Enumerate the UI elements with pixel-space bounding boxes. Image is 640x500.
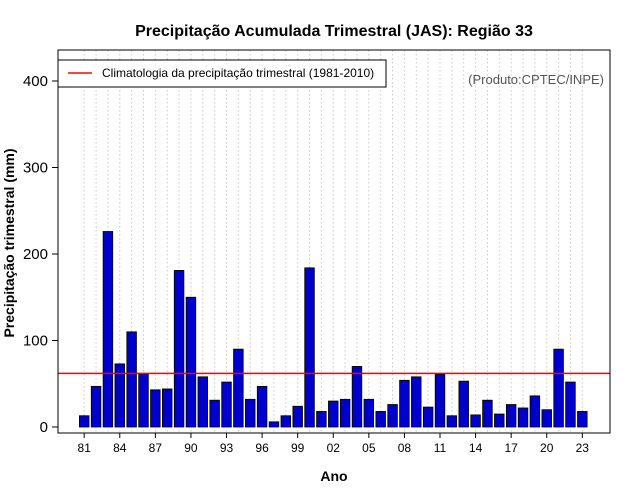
x-axis-label: Ano: [320, 468, 347, 484]
bar-2011: [434, 373, 446, 428]
bar-2017: [505, 404, 517, 428]
bar-1982: [90, 385, 102, 428]
bar-2010: [422, 406, 434, 428]
x-tick-label: 11: [434, 441, 447, 455]
bar-2002: [328, 400, 339, 428]
x-tick-label: 23: [576, 441, 590, 455]
y-tick-label: 400: [23, 73, 48, 90]
x-tick-label: 93: [220, 441, 234, 455]
bar-2013: [458, 380, 469, 428]
bar-1998: [280, 415, 292, 428]
bar-2003: [339, 398, 351, 428]
bar-2001: [316, 411, 327, 428]
bar-1987: [150, 389, 161, 428]
bar-2023: [577, 411, 588, 428]
bar-2018: [517, 407, 529, 428]
bar-1991: [197, 376, 209, 428]
bar-1985: [126, 331, 137, 428]
bar-2007: [387, 404, 398, 428]
bar-2006: [375, 411, 386, 428]
x-axis: 81 84 87 90 93 96 99 02 05 08 11 14 17 20 23: [78, 433, 590, 455]
y-tick-label: 0: [40, 419, 48, 436]
x-tick-label: 05: [362, 441, 376, 455]
legend: Climatologia da precipitação trimestral …: [57, 59, 387, 88]
bar-2019: [529, 395, 541, 428]
bar-1990: [185, 296, 197, 428]
bar-1995: [245, 398, 256, 428]
bar-1989: [173, 270, 185, 428]
plot-frame: [57, 49, 611, 434]
bar-2008: [399, 379, 410, 428]
bar-1984: [114, 363, 125, 428]
bar-2004: [351, 366, 363, 428]
x-tick-label: 17: [504, 441, 518, 455]
bar-1992: [209, 399, 220, 428]
y-tick-label: 100: [23, 333, 48, 350]
credit-text: (Produto:CPTEC/INPE): [468, 72, 604, 87]
y-axis: 0 100 200 300 400: [23, 73, 58, 436]
bar-2020: [541, 409, 552, 428]
x-tick-label: 81: [78, 441, 92, 455]
bar-1999: [292, 405, 303, 428]
x-tick-label: 08: [398, 441, 412, 455]
bar-1993: [221, 381, 232, 428]
y-axis-label: Precipitação trimestral (mm): [1, 148, 17, 337]
grid: [83, 50, 583, 433]
x-tick-label: 14: [469, 441, 483, 455]
x-tick-label: 84: [113, 441, 127, 455]
x-tick-label: 87: [149, 441, 163, 455]
bar-2012: [446, 415, 458, 428]
bar-1983: [102, 231, 114, 428]
legend-box: [57, 59, 387, 88]
bar-2009: [411, 376, 422, 428]
bar-1997: [268, 421, 280, 428]
y-tick-label: 300: [23, 160, 48, 177]
x-tick-label: 20: [540, 441, 554, 455]
bar-2000: [304, 267, 315, 428]
bar-1988: [162, 388, 173, 428]
bar-1996: [256, 385, 268, 428]
x-tick-label: 02: [327, 441, 341, 455]
legend-label: Climatologia da precipitação trimestral …: [102, 66, 374, 80]
bar-1986: [138, 372, 149, 428]
bar-1994: [233, 348, 244, 428]
bar-2005: [363, 398, 375, 428]
x-tick-label: 96: [255, 441, 269, 455]
bar-2014: [470, 414, 481, 428]
x-tick-label: 90: [184, 441, 198, 455]
x-tick-label: 99: [291, 441, 305, 455]
bar-2015: [482, 399, 493, 428]
bar-2016: [494, 413, 505, 428]
bar-2021: [553, 348, 564, 428]
bar-series: [79, 231, 588, 428]
bar-2022: [565, 381, 576, 428]
y-tick-label: 200: [23, 246, 48, 263]
bar-1981: [79, 415, 90, 428]
chart-title: Precipitação Acumulada Trimestral (JAS):…: [135, 23, 533, 40]
